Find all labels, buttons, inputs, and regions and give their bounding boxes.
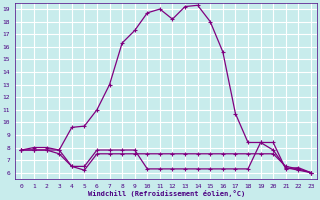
X-axis label: Windchill (Refroidissement éolien,°C): Windchill (Refroidissement éolien,°C) xyxy=(88,190,245,197)
